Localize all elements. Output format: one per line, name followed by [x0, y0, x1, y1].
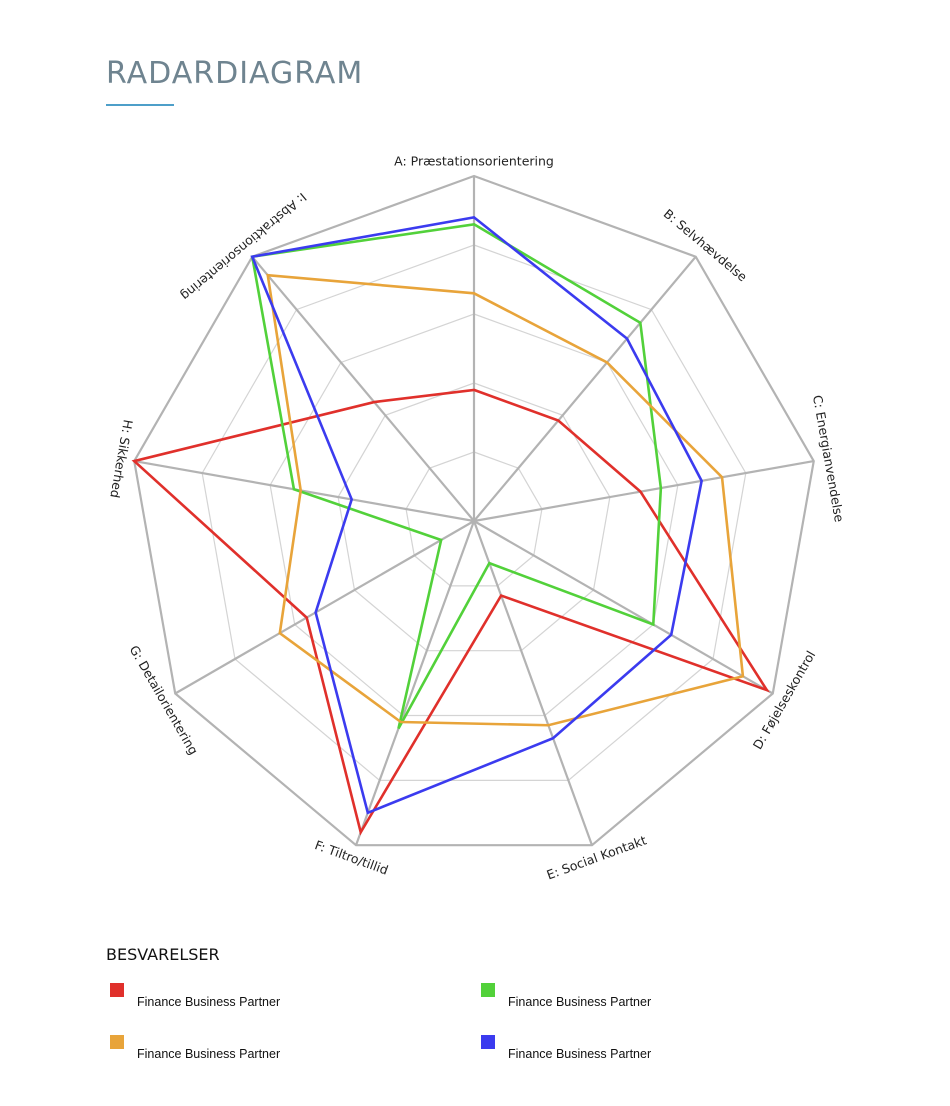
outer-ring [133, 174, 815, 847]
legend-swatch [110, 983, 124, 997]
axis-spoke [354, 520, 476, 846]
axis-label: A: Præstationsorientering [394, 154, 554, 169]
legend-label: Finance Business Partner [508, 1047, 652, 1061]
axis-label: D: Føjelseskontrol [750, 648, 819, 752]
legend-label: Finance Business Partner [508, 995, 652, 1009]
legend-item: Finance Business Partner [481, 1035, 801, 1065]
axis-spoke [174, 520, 475, 695]
axis-label: E: Social Kontakt [545, 832, 649, 882]
grid-ring [201, 244, 747, 781]
series-line [250, 222, 663, 730]
series-line [131, 388, 770, 836]
axis-spoke [472, 520, 594, 846]
axis-spoke [134, 460, 475, 523]
axis-label: C: Energianvendelse [810, 394, 847, 524]
page-title: RADARDIAGRAM [106, 56, 364, 91]
title-underline [106, 104, 174, 106]
axis-spoke [473, 520, 774, 695]
legend-item: Finance Business Partner [110, 983, 430, 1013]
series-line [250, 216, 704, 815]
legend-swatch [481, 1035, 495, 1049]
axis-spoke [251, 256, 475, 522]
legend-label: Finance Business Partner [137, 1047, 281, 1061]
axis-label: H: Sikkerhed [107, 419, 136, 500]
grid-ring [269, 313, 679, 717]
legend-item: Finance Business Partner [110, 1035, 430, 1065]
axis-label: G: Detailorientering [127, 643, 202, 758]
axis-spoke [473, 460, 814, 523]
legend-title: BESVARELSER [106, 945, 220, 964]
legend-swatch [110, 1035, 124, 1049]
legend-swatch [481, 983, 495, 997]
axis-label: I: Abstraktionsorientering [178, 190, 310, 304]
legend-label: Finance Business Partner [137, 995, 281, 1009]
series-line [266, 273, 745, 727]
grid-ring [405, 451, 543, 587]
grid-ring [337, 382, 611, 652]
axis-label: F: Tiltro/tillid [313, 837, 390, 877]
axis-spoke [473, 256, 697, 522]
legend-item: Finance Business Partner [481, 983, 801, 1013]
